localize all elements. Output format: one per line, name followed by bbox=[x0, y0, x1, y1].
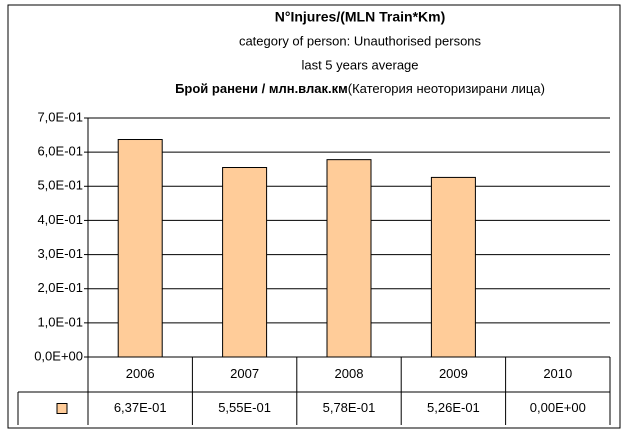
bar bbox=[117, 139, 163, 358]
y-tick-label: 0,0E+00 bbox=[34, 348, 83, 363]
subtitle-bold: Брой ранени / млн.влак.км bbox=[175, 81, 348, 96]
value-label: 6,37E-01 bbox=[114, 400, 167, 415]
y-tick-label: 1,0E-01 bbox=[37, 314, 83, 329]
y-tick-label: 5,0E-01 bbox=[37, 178, 83, 193]
legend-key bbox=[56, 403, 68, 414]
value-label: 5,55E-01 bbox=[218, 400, 271, 415]
value-label: 0,00E+00 bbox=[530, 400, 586, 415]
x-tick-label: 2009 bbox=[439, 366, 468, 381]
y-tick-label: 4,0E-01 bbox=[37, 212, 83, 227]
bar bbox=[326, 159, 372, 358]
y-tick-label: 2,0E-01 bbox=[37, 280, 83, 295]
value-label: 5,78E-01 bbox=[323, 400, 376, 415]
chart-subtitle: Брой ранени / млн.влак.км(Категория неот… bbox=[175, 81, 545, 96]
chart-title: category of person: Unauthorised persons bbox=[239, 33, 482, 48]
x-tick-label: 2008 bbox=[335, 366, 364, 381]
x-tick-label: 2007 bbox=[230, 366, 259, 381]
chart-title: last 5 years average bbox=[301, 57, 418, 72]
bar bbox=[222, 167, 268, 358]
subtitle: (Категория неоторизирани лица) bbox=[348, 81, 545, 96]
y-tick-label: 7,0E-01 bbox=[37, 109, 83, 124]
chart-title: N°Injures/(MLN Train*Km) bbox=[275, 9, 446, 25]
value-label: 5,26E-01 bbox=[427, 400, 480, 415]
x-tick-label: 2006 bbox=[126, 366, 155, 381]
x-tick-label: 2010 bbox=[543, 366, 572, 381]
bar bbox=[430, 176, 476, 358]
y-tick-label: 6,0E-01 bbox=[37, 144, 83, 159]
y-tick-label: 3,0E-01 bbox=[37, 246, 83, 261]
